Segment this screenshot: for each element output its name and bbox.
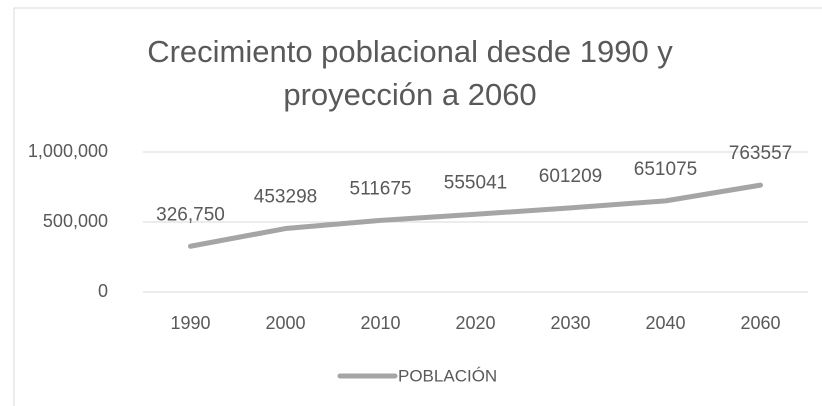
x-tick-label: 2010 bbox=[360, 313, 400, 333]
y-tick-label: 500,000 bbox=[43, 211, 108, 231]
data-label: 763557 bbox=[729, 143, 792, 164]
x-tick-label: 1990 bbox=[170, 313, 210, 333]
x-tick-label: 2000 bbox=[265, 313, 305, 333]
data-label: 511675 bbox=[350, 178, 412, 199]
legend-label: POBLACIÓN bbox=[398, 366, 497, 385]
x-tick-label: 2020 bbox=[455, 313, 495, 333]
data-label: 601209 bbox=[539, 166, 602, 187]
x-tick-label: 2040 bbox=[645, 313, 685, 333]
data-label: 326,750 bbox=[156, 204, 225, 225]
data-label: 453298 bbox=[254, 187, 317, 208]
chart-frame bbox=[13, 7, 822, 406]
y-tick-label: 0 bbox=[98, 281, 108, 301]
y-tick-label: 1,000,000 bbox=[28, 141, 108, 161]
chart-title: Crecimiento poblacional desde 1990 y pro… bbox=[147, 34, 673, 112]
x-tick-label: 2030 bbox=[550, 313, 590, 333]
x-tick-label: 2060 bbox=[740, 313, 780, 333]
data-label: 555041 bbox=[444, 172, 507, 193]
data-label: 651075 bbox=[634, 159, 697, 180]
line-series bbox=[188, 182, 763, 249]
